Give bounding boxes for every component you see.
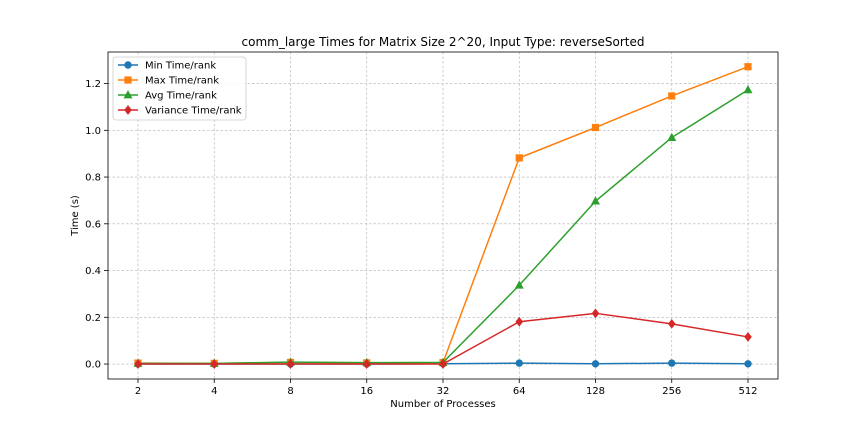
chart-title: comm_large Times for Matrix Size 2^20, I… [242,35,645,49]
data-point-variance-time-rank [744,332,752,342]
legend: Min Time/rank Max Time/rank Avg Time/rank V… [112,56,247,121]
legend-item: Max Time/rank [118,76,219,87]
data-point-max-time-rank [515,154,523,162]
x-tick-label: 32 [437,386,450,397]
data-point-avg-time-rank [514,280,524,289]
data-point-variance-time-rank [362,359,371,369]
data-point-min-time-rank [668,359,676,367]
data-point-variance-time-rank [439,359,447,369]
data-point-min-time-rank [744,360,752,368]
y-tick-label: 0.0 [85,360,101,371]
data-point-min-time-rank [515,359,523,367]
series-group [133,63,753,369]
data-point-variance-time-rank [286,359,295,369]
x-tick-label: 2 [135,386,141,397]
y-axis-label: Time (s) [70,195,81,237]
legend-marker [123,90,133,99]
data-point-max-time-rank [744,63,752,71]
data-point-avg-time-rank [667,132,677,141]
x-tick-label: 512 [738,386,757,397]
y-tick-label: 0.4 [85,266,101,277]
y-axis-ticks: 0.0 0.2 0.4 0.6 0.8 1.0 1.2 [85,79,108,371]
x-tick-label: 256 [662,386,681,397]
data-point-variance-time-rank [591,308,600,319]
x-tick-label: 64 [513,386,526,397]
data-point-min-time-rank [591,360,600,368]
data-point-variance-time-rank [210,359,219,369]
data-point-variance-time-rank [134,359,142,369]
series-variance-time-rank [134,308,752,369]
y-tick-label: 1.0 [85,126,101,137]
data-point-variance-time-rank [515,316,524,327]
legend-label: Min Time/rank [145,61,216,72]
legend-item: Variance Time/rank [118,105,242,117]
data-point-variance-time-rank [667,318,676,329]
legend-marker [124,76,132,84]
y-tick-label: 0.2 [85,313,101,324]
y-tick-label: 1.2 [85,79,101,90]
legend-marker [124,105,132,115]
y-tick-label: 0.8 [85,173,101,184]
legend-box [112,56,247,121]
data-point-avg-time-rank [743,85,753,94]
data-point-avg-time-rank [591,196,600,205]
y-tick-label: 0.6 [85,219,101,230]
x-axis-label: Number of Processes [390,399,495,410]
legend-label: Variance Time/rank [145,106,242,117]
legend-marker [124,61,132,69]
grid-lines [108,52,778,379]
x-axis-ticks: 2 4 8 16 32 64 128 256 512 [135,379,758,397]
legend-label: Avg Time/rank [145,91,217,102]
x-tick-label: 16 [360,386,373,397]
x-tick-label: 4 [211,386,217,397]
data-point-max-time-rank [668,92,676,100]
data-point-max-time-rank [591,123,600,132]
legend-item: Min Time/rank [118,61,216,72]
x-tick-label: 8 [287,386,293,397]
legend-label: Max Time/rank [145,76,219,87]
legend-item: Avg Time/rank [118,90,217,102]
x-tick-label: 128 [586,386,605,397]
